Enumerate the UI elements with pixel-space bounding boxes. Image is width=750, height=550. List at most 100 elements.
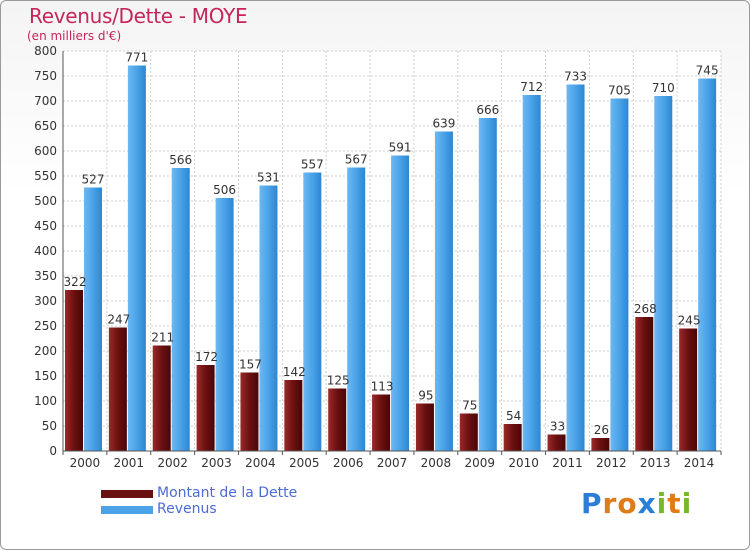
data-label-debt: 322 [64, 275, 87, 289]
data-label-revenue: 506 [213, 183, 236, 197]
data-label-debt: 142 [283, 365, 306, 379]
data-label-revenue: 705 [608, 84, 631, 98]
chart-title: Revenus/Dette - MOYE [29, 4, 248, 28]
x-tick-label: 2012 [596, 456, 627, 470]
y-tick-label: 50 [42, 419, 57, 433]
data-label-debt: 113 [371, 380, 394, 394]
data-label-revenue: 771 [125, 51, 148, 65]
logo-letter: x [637, 487, 657, 520]
labels-layer: 322 527 247 771 211 566 172 506 157 531 142 557 125 5… [64, 51, 719, 438]
data-label-revenue: 531 [257, 171, 280, 185]
data-label-debt: 33 [550, 420, 565, 434]
bar-debt [108, 327, 127, 451]
bar-debt [152, 345, 171, 451]
bar-revenue [84, 187, 102, 451]
data-label-debt: 125 [327, 374, 350, 388]
bar-debt [459, 413, 478, 451]
x-tick-label: 2007 [377, 456, 408, 470]
bar-debt [679, 328, 698, 451]
data-label-debt: 268 [634, 302, 657, 316]
y-tick-label: 400 [34, 244, 57, 258]
data-label-revenue: 639 [432, 117, 455, 131]
y-tick-label: 500 [34, 194, 57, 208]
bar-revenue [127, 65, 146, 451]
y-tick-label: 0 [49, 444, 57, 458]
y-tick-label: 650 [34, 119, 57, 133]
bar-revenue [654, 96, 673, 451]
y-tick-label: 300 [34, 294, 57, 308]
data-label-revenue: 733 [564, 70, 587, 84]
bar-debt [591, 438, 610, 451]
data-label-revenue: 566 [169, 153, 192, 167]
axis-layer: 0 50 100 150 200 250 300 350 400 450 500 550 600 650 7… [34, 44, 722, 470]
y-tick-label: 600 [34, 144, 57, 158]
bar-revenue [434, 131, 453, 451]
data-label-debt: 75 [462, 399, 477, 413]
y-tick-label: 250 [34, 319, 57, 333]
data-label-debt: 26 [594, 423, 609, 437]
x-tick-label: 2003 [201, 456, 232, 470]
logo-letter: i [681, 487, 693, 520]
x-tick-label: 2010 [508, 456, 539, 470]
x-tick-label: 2008 [421, 456, 452, 470]
data-label-debt: 247 [107, 313, 130, 327]
bar-debt [415, 403, 434, 451]
bar-debt [547, 434, 566, 451]
logo-letter: P [581, 487, 603, 520]
y-tick-label: 450 [34, 219, 57, 233]
data-label-debt: 95 [418, 389, 433, 403]
y-tick-label: 800 [34, 44, 57, 58]
bar-revenue [478, 118, 497, 451]
bar-revenue [610, 98, 629, 451]
data-label-debt: 211 [151, 331, 174, 345]
y-tick-label: 350 [34, 269, 57, 283]
x-tick-label: 2011 [552, 456, 583, 470]
x-tick-label: 2001 [114, 456, 145, 470]
x-tick-label: 2000 [70, 456, 101, 470]
legend-swatch-revenue [101, 506, 153, 514]
y-tick-label: 100 [34, 394, 57, 408]
data-label-debt: 157 [239, 358, 262, 372]
x-tick-label: 2004 [245, 456, 276, 470]
logo-letter: i [656, 487, 668, 520]
x-tick-label: 2013 [640, 456, 671, 470]
data-label-debt: 54 [506, 409, 521, 423]
x-tick-label: 2005 [289, 456, 320, 470]
bar-debt [503, 424, 522, 451]
data-label-debt: 172 [195, 350, 218, 364]
bar-revenue [698, 78, 717, 451]
legend-swatch-debt [101, 490, 153, 498]
logo-letter: r [602, 487, 618, 520]
x-tick-label: 2006 [333, 456, 364, 470]
chart-subtitle: (en milliers d'€) [27, 29, 122, 43]
logo-letter: t [667, 487, 682, 520]
bar-debt [635, 317, 654, 451]
y-tick-label: 750 [34, 69, 57, 83]
y-tick-label: 700 [34, 94, 57, 108]
data-label-revenue: 710 [652, 81, 675, 95]
bars-layer [65, 65, 717, 451]
bar-debt [240, 372, 259, 451]
data-label-debt: 245 [678, 314, 701, 328]
bar-debt [284, 380, 303, 451]
data-label-revenue: 712 [520, 80, 543, 94]
bar-debt [196, 365, 215, 451]
bar-debt [328, 388, 347, 451]
bar-revenue [303, 172, 322, 451]
logo-letter: o [617, 487, 638, 520]
y-tick-label: 550 [34, 169, 57, 183]
bar-revenue [566, 84, 585, 451]
bar-revenue [171, 168, 190, 451]
bar-debt [65, 290, 83, 451]
x-tick-label: 2002 [157, 456, 188, 470]
data-label-revenue: 666 [476, 103, 499, 117]
data-label-revenue: 745 [696, 64, 719, 78]
bar-debt [372, 394, 391, 451]
bar-revenue [347, 167, 366, 451]
x-tick-label: 2009 [464, 456, 495, 470]
data-label-revenue: 527 [82, 173, 105, 187]
legend-label-revenue: Revenus [157, 501, 217, 517]
proxiti-logo: Proxiti [581, 487, 692, 520]
data-label-revenue: 591 [389, 141, 412, 155]
